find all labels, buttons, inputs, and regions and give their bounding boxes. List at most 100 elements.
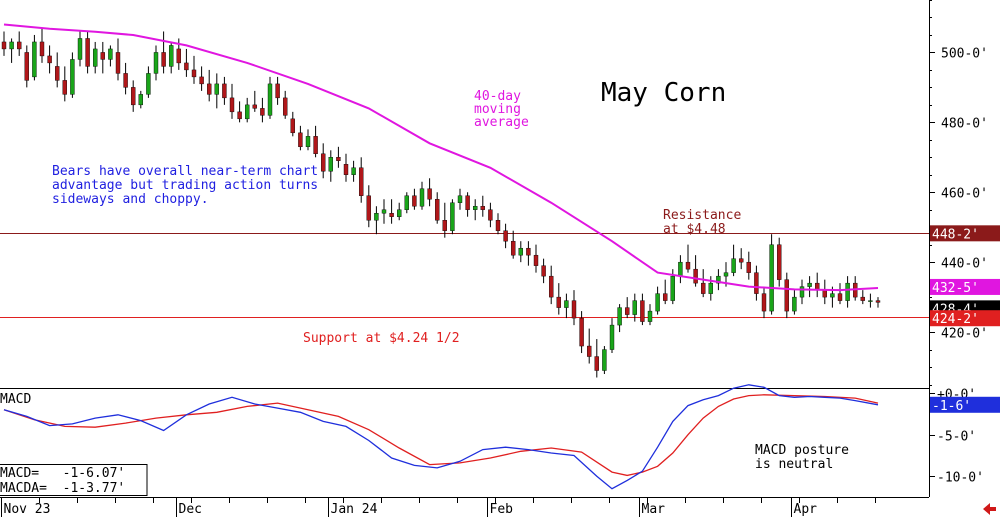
- macd-tag: -1-6': [930, 396, 1000, 414]
- macd-panel-label: MACD: [0, 392, 31, 407]
- candle-body-up: [108, 48, 113, 60]
- candle-body-down: [488, 209, 493, 221]
- candle-body-down: [275, 83, 280, 99]
- macd-readout-frame: [0, 464, 148, 496]
- candle: [663, 279, 668, 305]
- candle-body-up: [564, 300, 569, 308]
- candle: [549, 265, 554, 305]
- candle-body-up: [723, 272, 729, 277]
- candle: [594, 339, 599, 378]
- candle-body-down: [161, 52, 166, 67]
- candle-body-up: [397, 209, 402, 217]
- candle: [275, 76, 280, 105]
- candle: [351, 160, 356, 182]
- candle: [1, 31, 7, 56]
- candle-body-up: [617, 307, 622, 326]
- candle: [746, 251, 751, 280]
- candle: [480, 195, 485, 217]
- candle: [587, 328, 592, 364]
- candle: [359, 157, 364, 203]
- candle: [100, 41, 106, 74]
- candle: [77, 31, 83, 67]
- candle: [457, 188, 463, 210]
- candle-body-down: [199, 76, 204, 85]
- candle: [761, 286, 767, 319]
- candle-body-up: [138, 94, 144, 106]
- candle-body-up: [647, 310, 653, 322]
- candle: [875, 297, 881, 308]
- candle: [632, 293, 637, 322]
- candle-body-up: [807, 282, 812, 287]
- ma-tag-label: 432-5': [932, 281, 979, 296]
- candle-body-down: [229, 97, 235, 113]
- price-tick-label: 500-0': [941, 47, 988, 62]
- price-tags: 448-2'432-5'428-4'424-2'-1-6': [930, 225, 1000, 414]
- candle-body-up: [328, 157, 333, 172]
- date-tick-label: Feb: [490, 502, 514, 517]
- candle-body-down: [115, 52, 121, 74]
- candle-body-up: [473, 206, 478, 210]
- candle-body-up: [419, 188, 425, 207]
- macda-line: [3, 394, 879, 477]
- candle-body-up: [70, 59, 75, 95]
- candle: [617, 304, 622, 333]
- candle-body-up: [792, 296, 797, 312]
- candle-body-down: [663, 293, 668, 301]
- price-tick-label: 480-0': [941, 117, 988, 132]
- candle-body-down: [237, 111, 242, 120]
- macd-posture-line-1: MACD posture: [755, 443, 849, 458]
- candle-body-down: [822, 289, 827, 298]
- candle-body-down: [290, 118, 295, 134]
- candle: [366, 185, 371, 228]
- candle-body-down: [685, 261, 691, 270]
- ma-tag-bg: [930, 278, 1000, 295]
- candle: [739, 248, 744, 270]
- candle: [108, 45, 113, 67]
- candle-body-down: [313, 136, 318, 155]
- candle: [115, 38, 121, 81]
- candle: [55, 52, 60, 88]
- candle: [267, 76, 273, 119]
- candle-body-down: [587, 345, 592, 357]
- ma-tag: 432-5': [930, 278, 1000, 296]
- macd-tag-bg: [930, 396, 1000, 413]
- support-tag-bg: [930, 310, 1000, 327]
- candle: [130, 80, 136, 112]
- candle: [374, 206, 379, 235]
- back-arrow-icon[interactable]: [983, 503, 996, 515]
- candle: [260, 97, 265, 123]
- candle: [503, 223, 508, 249]
- candle-body-down: [176, 48, 182, 64]
- bears-note-line-2: advantage but trading action turns: [52, 178, 318, 193]
- candle: [32, 34, 37, 81]
- candle: [640, 293, 645, 326]
- candle: [381, 199, 387, 224]
- candle-body-up: [769, 244, 774, 312]
- candle-body-up: [450, 202, 455, 231]
- candle: [473, 199, 478, 221]
- support-tag: 424-2': [930, 310, 1000, 327]
- candle-body-down: [17, 41, 22, 50]
- macd-tick-label: -10-0': [937, 471, 984, 486]
- candle: [556, 283, 561, 315]
- candle-body-down: [556, 296, 561, 308]
- macd-tick-label: -5-0': [937, 430, 976, 445]
- candle: [799, 279, 805, 305]
- candle: [678, 255, 683, 284]
- candle-body-down: [336, 157, 341, 161]
- candle: [495, 213, 501, 235]
- candle: [488, 202, 493, 228]
- candle: [701, 269, 706, 298]
- candle-body-down: [359, 167, 364, 196]
- candle: [625, 297, 630, 319]
- candle: [731, 244, 736, 277]
- date-tick-label: Nov 23: [4, 502, 51, 517]
- candle-body-up: [716, 275, 721, 284]
- candle-body-down: [480, 206, 485, 210]
- candle: [123, 62, 128, 95]
- resistance-note-line-1: Resistance: [663, 208, 741, 223]
- candle: [237, 101, 242, 123]
- candle: [541, 258, 546, 284]
- candle-body-up: [518, 247, 523, 256]
- candle-body-up: [92, 48, 98, 67]
